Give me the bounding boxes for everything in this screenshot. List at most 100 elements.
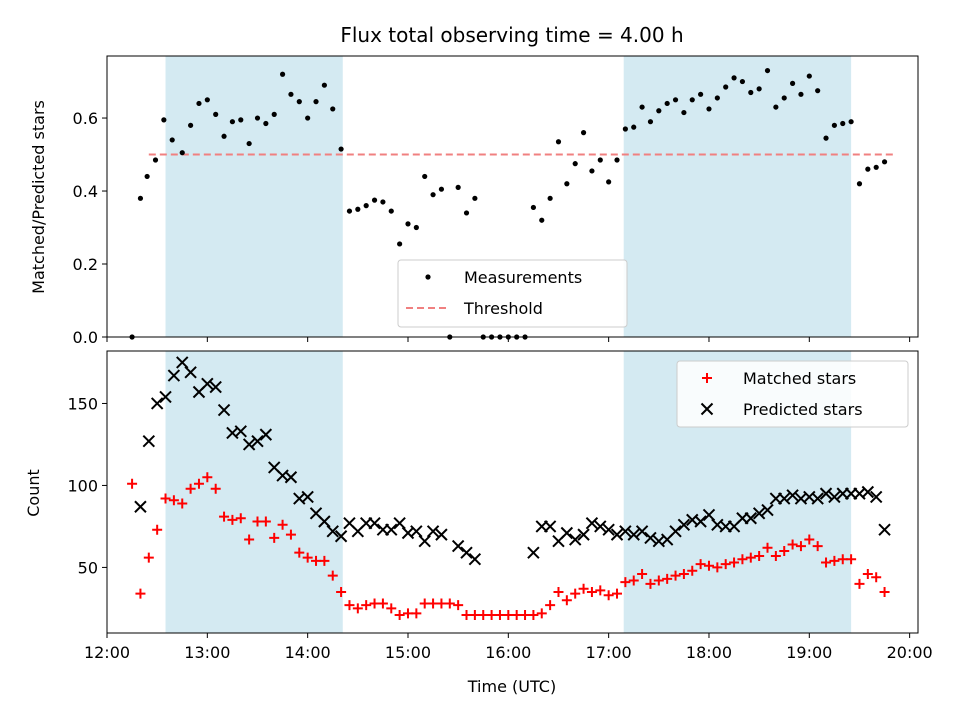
measurement-point — [681, 109, 687, 116]
predicted-star-point — [284, 471, 298, 484]
predicted-star-point — [878, 523, 891, 536]
matched-star-point — [394, 609, 405, 620]
matched-star-point — [762, 542, 773, 553]
predicted-star-point — [694, 515, 707, 528]
legend-box — [676, 360, 909, 428]
measurement-point — [221, 133, 227, 139]
matched-star-point — [703, 560, 714, 571]
matched-star-point — [720, 559, 731, 570]
matched-star-point — [302, 552, 313, 563]
measurement-point — [865, 166, 871, 172]
matched-star-point — [193, 478, 204, 489]
measurement-point — [664, 100, 670, 107]
matched-star-point — [645, 578, 656, 589]
matched-star-point — [779, 546, 790, 557]
measurement-point — [606, 179, 612, 185]
matched-star-point — [637, 568, 648, 579]
predicted-star-point — [778, 492, 791, 505]
matched-star-point — [235, 513, 246, 524]
measurement-point — [806, 73, 812, 79]
matched-star-point — [386, 603, 397, 614]
measurement-point — [564, 181, 570, 187]
predicted-star-point — [752, 507, 766, 520]
predicted-star-point — [828, 490, 841, 504]
measurement-point — [639, 104, 645, 110]
matched-star-point — [478, 609, 489, 620]
legend-label: Measurements — [464, 268, 582, 287]
predicted-star-point — [242, 438, 256, 451]
measurement-point — [152, 157, 159, 163]
predicted-star-point — [543, 520, 557, 533]
measurement-point — [856, 181, 863, 187]
measurement-point — [881, 159, 888, 165]
measurement-point — [698, 91, 704, 97]
matched-star-point — [428, 598, 439, 609]
matched-star-point — [670, 570, 681, 581]
matched-star-point — [285, 529, 296, 540]
x-axis-label: Time (UTC) — [467, 677, 556, 696]
matched-star-point — [369, 598, 380, 609]
legend-label: Matched stars — [743, 369, 856, 388]
predicted-star-point — [150, 397, 164, 410]
measurement-point — [647, 119, 654, 125]
predicted-star-point — [786, 489, 799, 502]
matched-star-point — [536, 608, 547, 619]
matched-star-point — [135, 588, 146, 599]
measurement-point — [196, 100, 202, 107]
matched-star-point — [461, 609, 472, 620]
matched-star-point — [812, 541, 823, 552]
predicted-star-point — [217, 403, 231, 417]
measurement-point — [288, 91, 294, 97]
measurement-point — [422, 173, 428, 180]
y-tick-label: 0.2 — [73, 255, 98, 274]
matched-star-point — [453, 600, 464, 611]
predicted-star-point — [811, 492, 824, 505]
matched-star-point — [821, 557, 832, 568]
measurement-point — [848, 119, 854, 125]
x-tick-label: 20:00 — [887, 643, 933, 662]
x-tick-label: 18:00 — [686, 643, 732, 662]
legend-marker-matched — [702, 373, 712, 383]
matched-star-point — [612, 588, 623, 599]
predicted-star-point — [301, 490, 314, 504]
matched-star-point — [444, 598, 455, 609]
measurement-point — [815, 88, 821, 94]
matched-star-point — [244, 534, 255, 545]
measurement-point — [238, 117, 244, 123]
matched-star-point — [528, 609, 539, 620]
matched-star-point — [127, 478, 138, 489]
matched-star-point — [377, 598, 388, 609]
measurement-point — [798, 91, 804, 97]
legend-box — [397, 259, 628, 328]
measurement-point — [371, 197, 378, 203]
measurement-point — [580, 130, 587, 136]
measurement-point — [296, 99, 302, 105]
matched-star-point — [227, 514, 238, 525]
matched-star-point — [277, 519, 288, 530]
measurement-point — [229, 119, 236, 125]
matched-star-point — [561, 595, 572, 606]
plot-frame — [106, 55, 919, 338]
predicted-star-point — [334, 530, 348, 543]
matched-star-point — [311, 555, 322, 566]
predicted-star-point — [209, 380, 222, 394]
predicted-star-point — [326, 525, 339, 538]
x-tick-label: 12:00 — [84, 643, 130, 662]
measurement-point — [271, 111, 277, 117]
matched-star-point — [737, 554, 748, 565]
predicted-star-point — [234, 425, 247, 438]
matched-star-point — [603, 590, 614, 601]
measurement-point — [756, 86, 762, 92]
predicted-star-point — [744, 512, 757, 525]
measurement-point — [204, 97, 210, 103]
predicted-star-point — [426, 525, 440, 538]
matched-star-point — [344, 600, 355, 611]
predicted-star-point — [635, 525, 649, 538]
measurement-point — [555, 139, 562, 145]
matched-star-point — [469, 609, 480, 620]
measurement-point — [748, 89, 754, 96]
measurement-point — [430, 192, 436, 198]
measurement-point — [380, 199, 386, 205]
matched-star-point — [168, 495, 179, 506]
